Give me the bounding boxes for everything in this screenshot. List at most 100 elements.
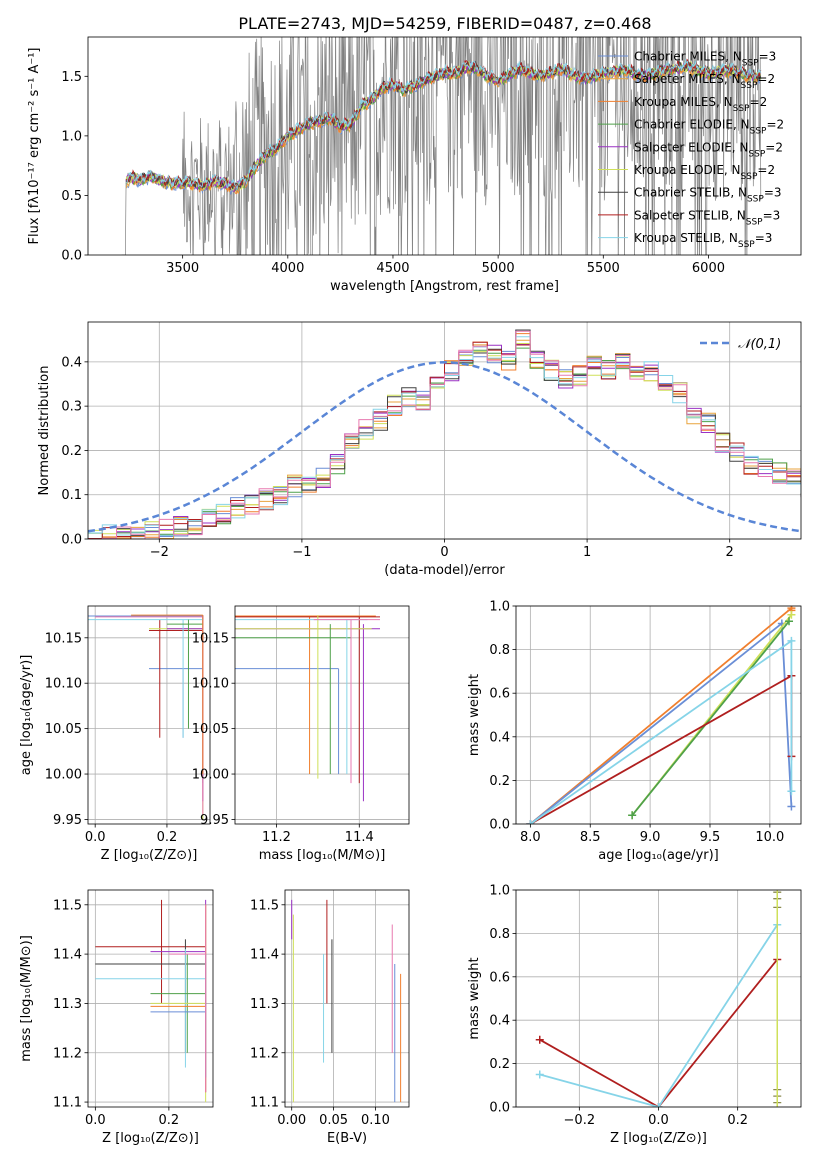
y-tick-label: 1.0 bbox=[489, 600, 510, 615]
model-fit-chabrier-stelib bbox=[125, 60, 762, 190]
x-tick-label: 11.2 bbox=[262, 830, 291, 845]
plot-area bbox=[121, 37, 762, 255]
y-tick-label: 0.2 bbox=[489, 1057, 510, 1072]
x-tick-label: 8.0 bbox=[520, 830, 541, 845]
y-tick-label: 11.4 bbox=[250, 948, 279, 963]
y-axis-label: mass weight bbox=[467, 674, 482, 756]
x-tick-label: 1 bbox=[583, 545, 591, 560]
y-tick-label: 0.0 bbox=[61, 249, 82, 264]
x-tick-label: 11.4 bbox=[345, 830, 374, 845]
weight-marker bbox=[787, 787, 796, 796]
y-axis-label: age [log₁₀(age/yr)] bbox=[19, 655, 34, 776]
histogram-pink bbox=[88, 330, 801, 539]
weight-marker bbox=[526, 820, 535, 824]
x-tick-label: −1 bbox=[292, 545, 311, 560]
normal-curve bbox=[88, 361, 801, 533]
weight-line-chabrier-miles bbox=[529, 621, 793, 824]
axes-frame bbox=[515, 605, 802, 825]
x-tick-label: −2 bbox=[150, 545, 169, 560]
grid-lines bbox=[88, 606, 210, 824]
y-tick-label: 0.2 bbox=[489, 774, 510, 789]
z-age-panel: 0.0 0.2 9.95 10.00 10.05 10.10 10.15 Z [log₁₀(Z… bbox=[19, 605, 211, 863]
y-axis-label: Normed distribution bbox=[37, 366, 52, 496]
legend-label: Chabrier STELIB, NSSP=3 bbox=[634, 186, 782, 205]
weight-line-salpeter-stelib bbox=[539, 958, 779, 1107]
y-tick-label: 11.2 bbox=[250, 1046, 279, 1061]
axes-frame bbox=[87, 605, 211, 825]
observed-spectrum bbox=[121, 37, 762, 255]
weight-marker bbox=[785, 617, 794, 626]
x-tick-label: 0.0 bbox=[648, 1113, 669, 1128]
figure-title: PLATE=2743, MJD=54259, FIBERID=0487, z=0… bbox=[238, 14, 651, 33]
y-tick-label: 0.0 bbox=[489, 818, 510, 833]
x-tick-label: 9.0 bbox=[640, 830, 661, 845]
grid-lines bbox=[516, 889, 801, 1108]
ebv-mass-panel: 0.00 0.05 0.10 11.1 11.2 11.3 11.4 11.5 E(B-V) bbox=[250, 889, 410, 1146]
plot-area bbox=[291, 899, 402, 1103]
axes-frame bbox=[87, 889, 214, 1108]
x-tick-label: 0.0 bbox=[85, 1113, 106, 1128]
x-tick-label: 5000 bbox=[482, 261, 515, 276]
x-tick-label: 3500 bbox=[166, 261, 199, 276]
y-tick-label: 0.4 bbox=[489, 730, 510, 745]
weight-marker bbox=[654, 1103, 663, 1107]
grid-lines bbox=[88, 322, 801, 540]
y-tick-label: 9.95 bbox=[53, 813, 82, 828]
histogram-salpeter-stelib bbox=[88, 341, 801, 539]
y-tick-label: 1.5 bbox=[61, 70, 82, 85]
axes-frame bbox=[284, 889, 410, 1108]
y-tick-label: 11.5 bbox=[53, 898, 82, 913]
y-tick-label: 10.05 bbox=[192, 722, 229, 737]
spectrum-panel: 3500 4000 4500 5000 5500 6000 0.0 0.5 1.0 1.5 wave… bbox=[27, 36, 802, 294]
y-tick-label: 11.5 bbox=[250, 898, 279, 913]
y-tick-label: 0.2 bbox=[61, 444, 82, 459]
x-tick-label: 0.05 bbox=[319, 1113, 348, 1128]
legend-label: Kroupa STELIB, NSSP=3 bbox=[634, 231, 772, 250]
x-tick-label: 0.2 bbox=[727, 1113, 748, 1128]
x-axis-label: Z [log₁₀(Z/Z⊙)] bbox=[102, 1131, 199, 1146]
weight-marker bbox=[628, 811, 637, 820]
z-weight-panel: −0.2 0.0 0.2 0.0 0.2 0.4 0.6 0.8 1.0 Z [log₁₀(Z/Z… bbox=[467, 884, 802, 1146]
legend-label: 𝒩(0,1) bbox=[738, 337, 781, 352]
weight-line-kroupa-stelib bbox=[539, 924, 779, 1107]
age-weight-panel: 8.0 8.5 9.0 9.5 10.0 0.0 0.2 0.4 0.6 0.8 1.0 age [l… bbox=[467, 600, 802, 863]
x-axis-label: wavelength [Angstrom, rest frame] bbox=[330, 279, 559, 294]
y-tick-label: 11.3 bbox=[53, 997, 82, 1012]
legend: Chabrier MILES, NSSP=3 Salpeter MILES, NS… bbox=[598, 50, 784, 250]
grid-lines bbox=[516, 605, 801, 825]
y-tick-label: 0.8 bbox=[489, 643, 510, 658]
y-tick-label: 11.2 bbox=[53, 1046, 82, 1061]
x-axis-label: mass [log₁₀(M/M⊙)] bbox=[259, 848, 386, 863]
x-tick-label: 4500 bbox=[376, 261, 409, 276]
x-tick-label: 9.5 bbox=[700, 830, 721, 845]
x-axis-label: Z [log₁₀(Z/Z⊙)] bbox=[101, 848, 198, 863]
residuals-panel: −2 −1 0 1 2 0.0 0.1 0.2 0.3 0.4 (data-model)/error… bbox=[37, 321, 802, 578]
x-tick-label: 0 bbox=[440, 545, 448, 560]
plot-area bbox=[526, 606, 796, 824]
plot-area bbox=[88, 614, 204, 820]
weight-marker bbox=[535, 1035, 544, 1044]
axes-frame bbox=[234, 605, 410, 825]
y-tick-label: 9.95 bbox=[200, 813, 229, 828]
y-tick-label: 0.6 bbox=[489, 687, 510, 702]
y-tick-label: 10.10 bbox=[192, 677, 229, 692]
grid-lines bbox=[285, 890, 409, 1107]
y-tick-label: 0.8 bbox=[489, 927, 510, 942]
x-axis-label: Z [log₁₀(Z/Z⊙)] bbox=[610, 1131, 707, 1146]
legend-label: Chabrier ELODIE, NSSP=2 bbox=[634, 118, 784, 137]
plot-area bbox=[88, 329, 801, 539]
y-tick-label: 1.0 bbox=[489, 884, 510, 899]
x-tick-label: 0.2 bbox=[159, 1113, 180, 1128]
x-tick-label: 0.0 bbox=[85, 830, 106, 845]
axes-frame bbox=[87, 36, 802, 256]
y-tick-label: 11.3 bbox=[250, 997, 279, 1012]
x-tick-label: 6000 bbox=[692, 261, 725, 276]
y-tick-label: 10.15 bbox=[192, 631, 229, 646]
y-tick-label: 0.6 bbox=[489, 970, 510, 985]
y-axis-label: mass [log₁₀(M/M⊙)] bbox=[19, 935, 34, 1062]
model-fit-kroupa-stelib bbox=[125, 58, 762, 190]
weight-marker bbox=[535, 1070, 544, 1079]
plot-area bbox=[95, 899, 207, 1103]
weight-marker bbox=[787, 802, 796, 811]
histogram-chabrier-stelib bbox=[88, 329, 801, 539]
